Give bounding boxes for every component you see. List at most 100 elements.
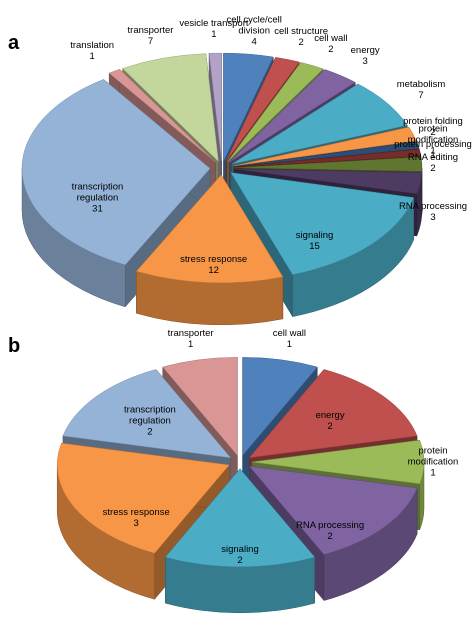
- value-label: 1: [430, 149, 436, 161]
- slice: [62, 369, 232, 459]
- slice: [56, 442, 230, 554]
- category-label: signaling: [221, 544, 259, 556]
- slice-label: cell structure 2: [262, 26, 340, 48]
- slice-label: RNA processing 2: [291, 520, 369, 542]
- value-label: 1: [187, 338, 194, 350]
- slice: [242, 357, 318, 457]
- value-label: 1: [430, 145, 436, 157]
- category-label: cell structure: [274, 26, 329, 38]
- slice: [251, 439, 425, 485]
- category-label: protein folding: [403, 115, 463, 127]
- slice-label: transporter 7: [111, 25, 189, 47]
- category-label: transcription regulation: [71, 181, 124, 204]
- category-label: vesicle transport: [179, 18, 249, 30]
- slice-label: transcription regulation 2: [111, 405, 189, 438]
- category-label: stress response: [102, 507, 170, 519]
- value-label: 2: [430, 126, 436, 138]
- slice-label: cell wall 2: [292, 33, 370, 55]
- category-label: stress response: [180, 253, 248, 265]
- slice: [228, 69, 356, 163]
- slice-label: RNA processing 3: [394, 201, 472, 223]
- category-label: RNA processing: [398, 200, 468, 212]
- value-label: 7: [418, 89, 424, 101]
- value-label: 31: [92, 203, 103, 215]
- slice: [208, 52, 222, 162]
- slice-label: RNA editing 2: [394, 152, 472, 174]
- slice: [248, 369, 418, 459]
- slice-label: protein modification 1: [394, 446, 472, 479]
- slice: [122, 53, 219, 163]
- slice: [233, 156, 423, 172]
- slice-label: protein modification 1: [394, 124, 472, 157]
- slice-label: signaling 2: [201, 544, 279, 566]
- slice-label: stress response 3: [97, 507, 175, 529]
- slice-label: cell cycle/cell division 4: [215, 14, 293, 47]
- category-label: cell wall: [314, 33, 348, 45]
- slice: [233, 168, 423, 195]
- value-label: 1: [89, 51, 95, 63]
- category-label: energy: [350, 45, 380, 57]
- value-label: 3: [430, 211, 436, 223]
- slice-label: transcription regulation 31: [58, 181, 136, 214]
- value-label: 2: [327, 530, 333, 542]
- value-label: 2: [147, 426, 153, 438]
- slice: [164, 468, 316, 568]
- value-label: 2: [298, 37, 304, 49]
- value-label: 1: [286, 338, 292, 350]
- value-label: 1: [211, 29, 217, 41]
- slice: [135, 174, 284, 284]
- category-label: protein processing: [394, 138, 472, 150]
- slice: [108, 68, 216, 163]
- slice: [233, 126, 417, 167]
- category-label: protein modification: [407, 445, 459, 468]
- slice: [162, 357, 238, 457]
- category-label: cell cycle/cell division: [226, 14, 282, 37]
- category-label: transporter: [167, 327, 214, 339]
- value-label: 2: [237, 555, 243, 567]
- value-label: 12: [208, 264, 219, 276]
- slice: [248, 465, 418, 555]
- slice-label: metabolism 7: [382, 79, 460, 101]
- slice: [225, 57, 300, 162]
- value-label: 2: [430, 163, 436, 175]
- slice: [223, 52, 274, 162]
- value-label: 2: [328, 44, 334, 56]
- slice-label: vesicle transport 1: [175, 18, 253, 40]
- value-label: 1: [430, 467, 436, 479]
- slice: [233, 148, 422, 168]
- slice-label: stress response 12: [175, 254, 253, 276]
- value-label: 7: [147, 35, 154, 47]
- category-label: transporter: [127, 24, 174, 36]
- category-label: RNA editing: [407, 152, 459, 164]
- slice: [231, 83, 408, 165]
- slice-label: protein folding 2: [394, 116, 472, 138]
- slice-label: energy 3: [326, 45, 404, 67]
- value-label: 4: [251, 36, 257, 48]
- panel-label: b: [8, 335, 21, 357]
- slice: [227, 62, 324, 163]
- value-label: 3: [362, 56, 368, 68]
- category-label: cell wall: [272, 327, 306, 339]
- category-label: signaling: [295, 230, 334, 242]
- category-label: transcription regulation: [124, 404, 176, 427]
- slice-label: transporter 1: [152, 328, 230, 350]
- category-label: translation: [70, 40, 115, 52]
- slice: [21, 79, 211, 266]
- category-label: metabolism: [396, 78, 446, 90]
- category-label: energy: [315, 410, 345, 422]
- value-label: 15: [309, 241, 320, 253]
- slice-label: cell wall 1: [250, 328, 328, 350]
- category-label: RNA processing: [296, 519, 365, 531]
- slice-label: energy 2: [291, 410, 369, 432]
- value-label: 2: [327, 421, 333, 433]
- slice: [230, 172, 415, 275]
- slice-label: translation 1: [53, 40, 131, 62]
- slice: [233, 141, 420, 167]
- category-label: protein modification: [407, 123, 459, 146]
- slice-label: protein processing 1: [394, 139, 472, 161]
- slice-label: signaling 15: [276, 230, 354, 252]
- panel-label: a: [8, 32, 20, 54]
- value-label: 3: [133, 518, 139, 530]
